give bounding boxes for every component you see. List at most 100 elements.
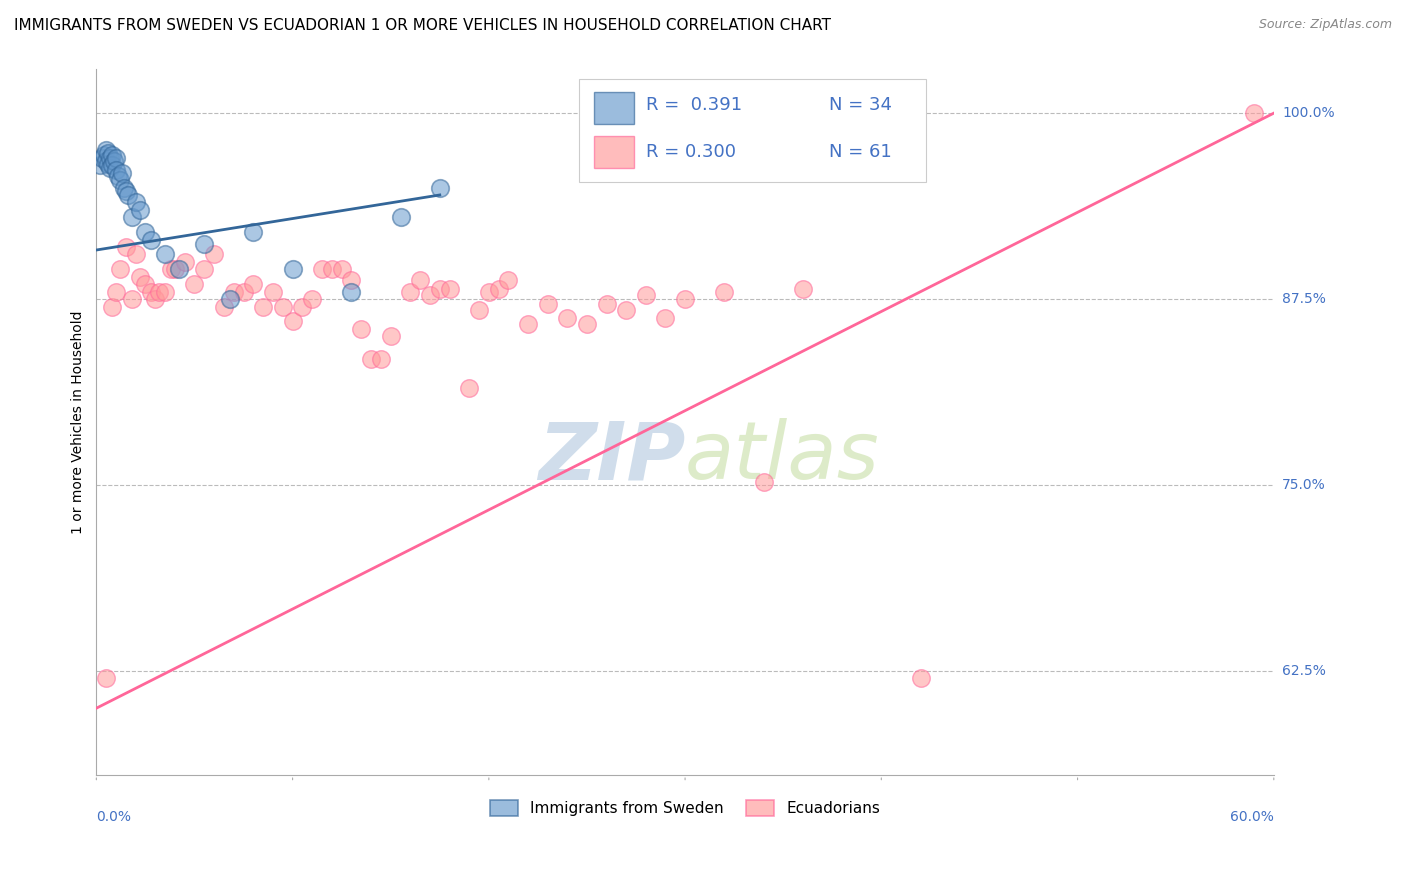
Point [575, 318, 598, 332]
Point [89, 158, 111, 172]
Point [134, 225, 156, 239]
Text: 100.0%: 100.0% [1282, 106, 1334, 120]
Point [340, 273, 363, 287]
Legend: Immigrants from Sweden, Ecuadorians: Immigrants from Sweden, Ecuadorians [482, 793, 887, 824]
Point [212, 300, 235, 314]
Point [108, 262, 131, 277]
Text: 87.5%: 87.5% [1282, 292, 1326, 306]
Point [128, 202, 150, 217]
Point [104, 162, 127, 177]
Point [458, 381, 481, 395]
Point [143, 292, 166, 306]
Point [614, 302, 637, 317]
Point [98, 151, 121, 165]
Point [252, 300, 274, 314]
Point [160, 262, 183, 277]
Point [112, 180, 135, 194]
Point [173, 255, 195, 269]
Point [360, 351, 382, 366]
Text: ZIP: ZIP [537, 418, 685, 496]
Point [232, 285, 254, 299]
Point [124, 247, 146, 261]
Point [792, 282, 814, 296]
Point [121, 292, 143, 306]
Point [222, 285, 245, 299]
Point [97, 157, 120, 171]
Point [311, 262, 333, 277]
FancyBboxPatch shape [595, 92, 634, 124]
Point [595, 296, 617, 310]
Point [114, 240, 136, 254]
Point [93, 148, 115, 162]
Point [350, 322, 373, 336]
Text: 60.0%: 60.0% [1230, 811, 1274, 824]
Text: N = 34: N = 34 [828, 95, 891, 113]
Point [242, 225, 264, 239]
Text: atlas: atlas [685, 418, 880, 496]
Text: 75.0%: 75.0% [1282, 478, 1326, 492]
Point [478, 285, 501, 299]
Point [193, 237, 215, 252]
Point [713, 285, 735, 299]
Point [291, 300, 314, 314]
Point [124, 195, 146, 210]
Point [96, 153, 118, 168]
Point [108, 173, 131, 187]
Point [1243, 106, 1265, 120]
Point [97, 146, 120, 161]
Point [370, 351, 392, 366]
Point [537, 296, 560, 310]
Point [183, 277, 205, 292]
Point [96, 672, 118, 686]
Point [488, 282, 510, 296]
Point [340, 285, 363, 299]
Point [218, 292, 240, 306]
Point [103, 153, 125, 168]
Point [389, 211, 412, 225]
Point [114, 184, 136, 198]
Point [141, 285, 163, 299]
Text: 0.0%: 0.0% [97, 811, 131, 824]
Text: R = 0.300: R = 0.300 [647, 144, 737, 161]
Point [134, 277, 156, 292]
Point [193, 262, 215, 277]
Point [101, 300, 124, 314]
Point [101, 148, 124, 162]
Text: R =  0.391: R = 0.391 [647, 95, 742, 113]
FancyBboxPatch shape [579, 79, 927, 182]
Point [301, 292, 323, 306]
Text: Source: ZipAtlas.com: Source: ZipAtlas.com [1258, 18, 1392, 31]
Point [121, 211, 143, 225]
Point [380, 329, 402, 343]
Point [419, 287, 441, 301]
Point [91, 151, 114, 165]
Point [153, 247, 176, 261]
Point [439, 282, 461, 296]
FancyBboxPatch shape [595, 136, 634, 168]
Point [96, 144, 118, 158]
Point [429, 180, 451, 194]
Point [634, 287, 657, 301]
Point [101, 158, 124, 172]
Point [104, 285, 127, 299]
Point [517, 318, 540, 332]
Text: N = 61: N = 61 [828, 144, 891, 161]
Point [242, 277, 264, 292]
Point [153, 285, 176, 299]
Point [141, 233, 163, 247]
Point [498, 273, 520, 287]
Point [281, 262, 304, 277]
Point [557, 311, 579, 326]
Point [167, 262, 190, 277]
Point [202, 247, 225, 261]
Point [409, 273, 432, 287]
Point [163, 262, 186, 277]
Point [654, 311, 676, 326]
Text: IMMIGRANTS FROM SWEDEN VS ECUADORIAN 1 OR MORE VEHICLES IN HOUSEHOLD CORRELATION: IMMIGRANTS FROM SWEDEN VS ECUADORIAN 1 O… [14, 18, 831, 33]
Point [330, 262, 353, 277]
Point [429, 282, 451, 296]
Point [399, 285, 422, 299]
Y-axis label: 1 or more Vehicles in Household: 1 or more Vehicles in Household [72, 310, 86, 533]
Point [468, 302, 491, 317]
Point [673, 292, 696, 306]
